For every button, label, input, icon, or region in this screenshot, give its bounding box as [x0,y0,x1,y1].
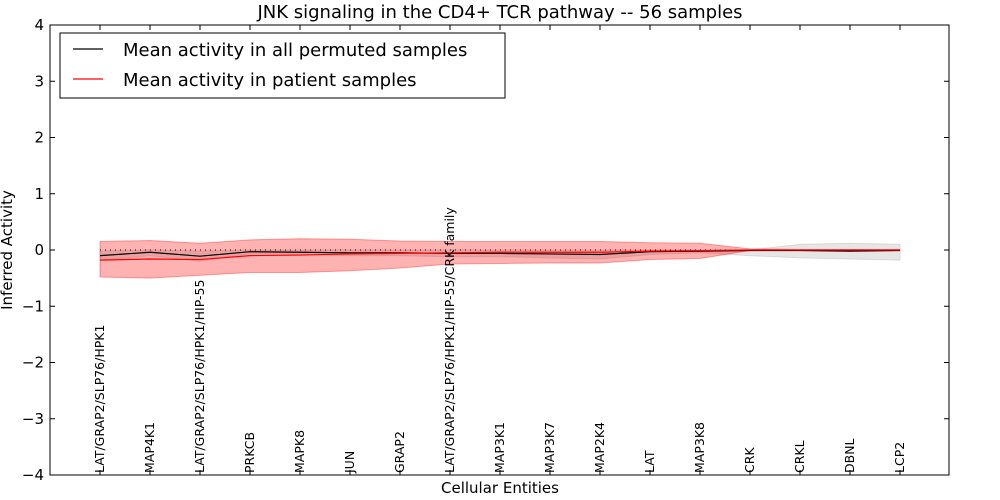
entity-label: MAP3K1 [492,422,507,473]
entity-label: JUN [342,451,357,474]
entity-label: PRKCB [242,432,257,473]
y-tick-label: 0 [34,241,44,259]
entity-label: CRK [742,447,757,473]
y-tick-label: 3 [34,72,44,90]
line-patient-mean [99,249,900,261]
entity-label: MAP3K7 [542,422,557,473]
entity-labels: LAT/GRAP2/SLP76/HPK1 MAP4K1 LAT/GRAP2/SLP7… [92,25,907,475]
entity-label: LAT/GRAP2/SLP76/HPK1/HIP-55 [192,280,207,473]
entity-label: LAT/GRAP2/SLP76/HPK1 [92,325,107,473]
y-axis-label: Inferred Activity [0,190,16,310]
y-axis-ticks: −4 −3 −2 −1 0 1 2 3 4 [22,16,949,484]
entity-label: MAP2K4 [592,422,607,473]
entity-label: GRAP2 [392,431,407,473]
y-tick-label: −3 [22,410,44,428]
entity-label: MAPK8 [292,430,307,473]
y-tick-label: −4 [22,466,44,484]
entity-label: LAT [642,450,657,473]
legend-label-patient: Mean activity in patient samples [123,70,417,91]
entity-label: LCP2 [892,442,907,473]
series-lines [99,249,901,261]
entity-label: MAP4K1 [142,422,157,473]
y-tick-label: −2 [22,354,44,372]
x-axis-label: Cellular Entities [441,479,559,497]
y-tick-label: 2 [34,129,44,147]
y-tick-label: 1 [34,185,44,203]
legend-box [59,32,506,99]
y-tick-label: −1 [22,297,44,315]
entity-label: LAT/GRAP2/SLP76/HPK1/HIP-55/CRK family [442,207,457,473]
entity-label: DBNL [842,438,857,473]
chart-title: JNK signaling in the CD4+ TCR pathway --… [256,2,742,23]
legend: Mean activity in all permuted samples Me… [59,32,506,99]
legend-label-permuted: Mean activity in all permuted samples [123,40,467,61]
entity-label: CRKL [792,440,807,473]
entity-label: MAP3K8 [692,422,707,473]
y-tick-label: 4 [34,16,44,34]
